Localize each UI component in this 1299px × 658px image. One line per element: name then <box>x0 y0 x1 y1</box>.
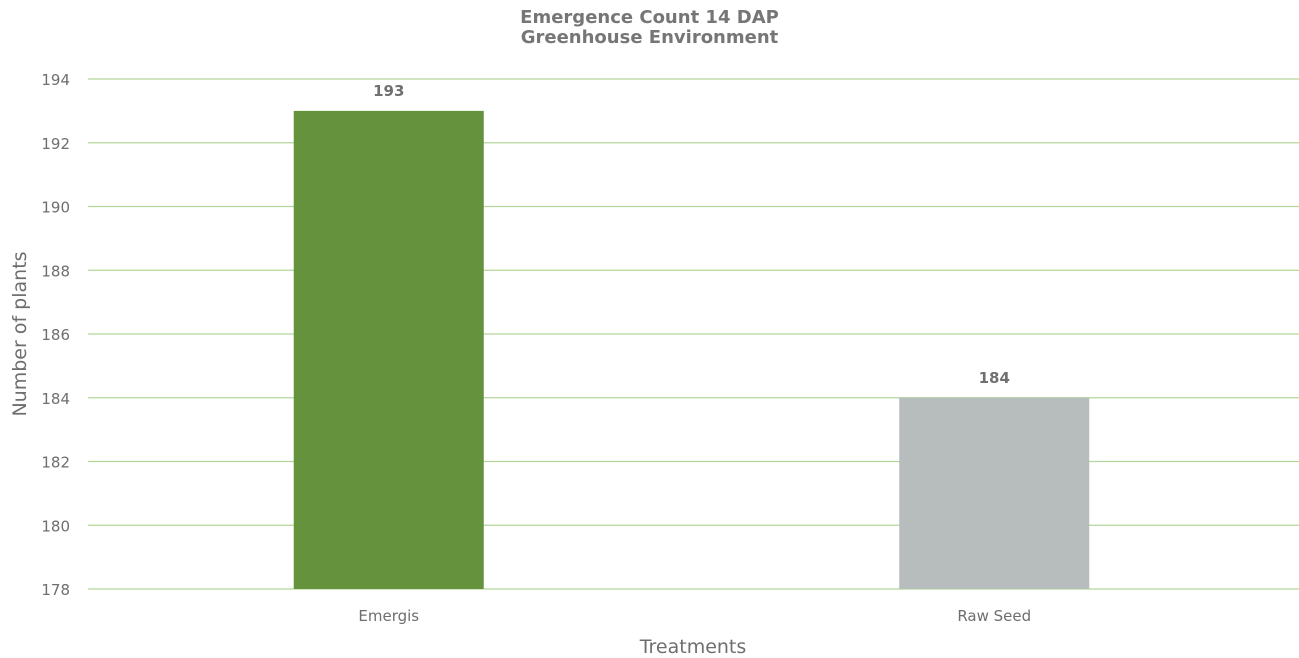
y-tick-label: 188 <box>41 262 70 280</box>
x-tick-label: Raw Seed <box>957 607 1031 625</box>
y-tick-label: 182 <box>41 454 70 472</box>
x-tick-label: Emergis <box>358 607 419 625</box>
y-tick-label: 184 <box>41 390 70 408</box>
y-tick-label: 180 <box>41 517 70 535</box>
bar-raw-seed <box>899 397 1090 589</box>
x-axis-tick-labels: Emergis Raw Seed <box>358 607 1031 625</box>
data-label: 193 <box>373 82 404 100</box>
x-axis-title: Treatments <box>639 636 747 658</box>
chart-title: Emergence Count 14 DAP <box>520 7 779 28</box>
y-axis-tick-labels: 178 180 182 184 186 188 190 192 194 <box>41 71 70 599</box>
y-tick-label: 194 <box>41 71 70 89</box>
chart-subtitle: Greenhouse Environment <box>520 27 779 48</box>
data-labels: 193 184 <box>373 82 1010 387</box>
y-axis-title: Number of plants <box>9 251 31 416</box>
bar-emergis <box>293 110 484 589</box>
bars <box>293 110 1090 589</box>
y-tick-label: 186 <box>41 326 70 344</box>
gridlines <box>88 78 1299 590</box>
data-label: 184 <box>979 369 1010 387</box>
y-tick-label: 190 <box>41 199 70 217</box>
y-tick-label: 192 <box>41 135 70 153</box>
y-tick-label: 178 <box>41 581 70 599</box>
